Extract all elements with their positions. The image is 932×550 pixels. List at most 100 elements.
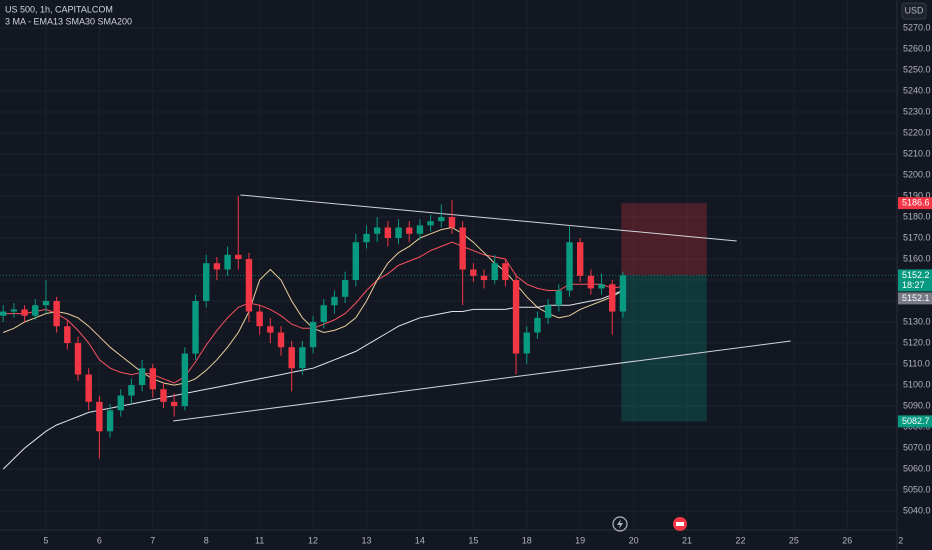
x-tick-label: 7: [150, 535, 155, 545]
candle-body: [0, 311, 7, 316]
candle-body: [21, 309, 28, 316]
candle-body: [128, 385, 135, 396]
y-tick-label: 5260.0: [903, 43, 931, 53]
x-tick-label: 12: [308, 535, 318, 545]
candle-body: [384, 227, 392, 239]
candle-body: [181, 353, 189, 407]
price-label-box: [898, 197, 932, 210]
candle-body: [299, 347, 306, 369]
y-tick-label: 5050.0: [903, 484, 931, 494]
candle-body: [352, 242, 360, 281]
y-tick-label: 5060.0: [903, 463, 931, 473]
candle-body: [555, 290, 563, 306]
y-tick-label: 5130.0: [903, 316, 931, 326]
y-tick-label: 5240.0: [903, 85, 931, 95]
price-label-box: [898, 415, 932, 428]
candle-body: [438, 216, 445, 222]
event-icon[interactable]: [673, 517, 687, 531]
x-tick-label: 26: [842, 535, 852, 545]
moving-average: [2, 290, 624, 470]
candle-body: [117, 395, 124, 411]
y-tick-label: 5270.0: [903, 22, 931, 32]
y-tick-label: 5220.0: [903, 127, 931, 137]
candle-body: [224, 254, 231, 270]
chart-title: US 500, 1h, CAPITALCOM: [5, 4, 113, 14]
x-tick-label: 2: [898, 535, 903, 545]
candle-body: [277, 332, 285, 348]
candle-body: [331, 296, 338, 306]
bid-label: 5152.1: [902, 293, 930, 303]
x-tick-label: 21: [682, 535, 692, 545]
candle-body: [213, 263, 221, 270]
candle-body: [106, 410, 114, 432]
candle-body: [544, 305, 552, 318]
currency: USD: [904, 5, 924, 15]
y-tick-label: 5170.0: [903, 232, 931, 242]
x-tick-label: 20: [629, 535, 639, 545]
x-tick-label: 6: [97, 535, 102, 545]
candle-body: [448, 216, 456, 228]
replay-icon[interactable]: [612, 516, 628, 532]
currency-box[interactable]: [901, 2, 927, 20]
candle-body: [320, 305, 327, 323]
price-label: 5082.7: [902, 416, 930, 426]
candle-body: [267, 326, 274, 333]
countdown: 18:27: [902, 280, 925, 290]
x-tick-label: 5: [43, 535, 48, 545]
candle-body: [363, 233, 370, 243]
candle-body: [149, 368, 156, 390]
candle-body: [256, 311, 263, 327]
y-tick-label: 5250.0: [903, 64, 931, 74]
x-tick-label: 25: [789, 535, 799, 545]
candle-body: [427, 221, 434, 226]
price-label: 5152.2: [902, 270, 930, 280]
x-tick-label: 14: [415, 535, 425, 545]
candle-body: [192, 301, 199, 354]
candle-body: [10, 309, 18, 312]
candle-body: [619, 275, 627, 312]
x-tick-label: 15: [468, 535, 478, 545]
y-tick-label: 5090.0: [903, 400, 931, 410]
x-tick-label: 22: [735, 535, 745, 545]
price-label-box: [898, 269, 932, 292]
plot-area: [0, 0, 902, 530]
trendline: [240, 194, 737, 242]
candle-body: [459, 227, 466, 270]
candle-body: [170, 401, 178, 407]
candle-body: [523, 332, 530, 354]
candle-body: [53, 301, 60, 327]
y-tick-label: 5190.0: [903, 190, 931, 200]
x-tick-label: 19: [575, 535, 585, 545]
candle-body: [566, 242, 573, 291]
candle-body: [42, 301, 50, 306]
stop-zone: [621, 203, 707, 276]
candle-body: [203, 263, 210, 302]
candle-body: [534, 317, 541, 333]
x-tick-label: 11: [255, 535, 264, 545]
candle-body: [341, 280, 349, 297]
candle-body: [576, 242, 584, 276]
candle-body: [598, 284, 605, 289]
candle-body: [245, 259, 253, 312]
candle-body: [235, 254, 242, 260]
candle-body: [160, 389, 167, 402]
candle-body: [309, 322, 317, 348]
bid-label-box: [898, 292, 932, 305]
y-tick-label: 5230.0: [903, 106, 931, 116]
candle-body: [288, 347, 295, 369]
y-tick-label: 5180.0: [903, 211, 931, 221]
candle-body: [609, 284, 616, 312]
target-zone: [621, 275, 707, 422]
chart-subtitle: 3 MA - EMA13 SMA30 SMA200: [5, 16, 132, 26]
candle-body: [96, 401, 103, 432]
candle-body: [406, 227, 413, 234]
x-tick-label: 18: [522, 535, 532, 545]
candle-body: [587, 275, 595, 289]
candle-body: [502, 263, 509, 281]
y-tick-label: 5110.0: [903, 358, 930, 368]
candle-body: [416, 225, 424, 234]
trendline: [173, 340, 791, 422]
candle-body: [64, 326, 71, 344]
candle-body: [480, 275, 488, 281]
